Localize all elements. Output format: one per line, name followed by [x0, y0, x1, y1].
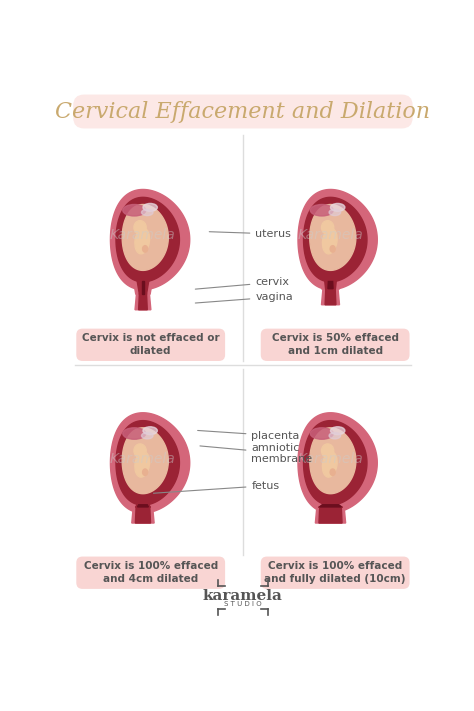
Polygon shape	[122, 205, 168, 270]
Polygon shape	[319, 505, 341, 507]
Polygon shape	[298, 413, 377, 513]
Text: placenta: placenta	[198, 430, 300, 441]
Polygon shape	[328, 282, 333, 289]
FancyBboxPatch shape	[261, 557, 410, 589]
Polygon shape	[132, 504, 154, 507]
Polygon shape	[325, 289, 336, 305]
Polygon shape	[137, 505, 148, 507]
Text: Karamela: Karamela	[298, 228, 364, 242]
Text: Cervix is not effaced or
dilated: Cervix is not effaced or dilated	[82, 333, 219, 356]
Polygon shape	[318, 504, 343, 507]
Polygon shape	[110, 189, 190, 289]
Polygon shape	[303, 421, 367, 505]
Polygon shape	[321, 289, 339, 305]
Ellipse shape	[135, 228, 150, 254]
Polygon shape	[138, 294, 147, 310]
Ellipse shape	[321, 220, 334, 234]
Ellipse shape	[134, 444, 146, 457]
FancyBboxPatch shape	[76, 557, 225, 589]
Polygon shape	[315, 507, 346, 523]
Text: S T U D I O: S T U D I O	[224, 602, 262, 607]
Text: uterus: uterus	[210, 229, 291, 239]
Polygon shape	[110, 413, 190, 513]
Ellipse shape	[143, 203, 157, 211]
Ellipse shape	[135, 451, 150, 477]
Ellipse shape	[143, 246, 147, 252]
Ellipse shape	[142, 209, 153, 215]
Text: Cervix is 100% effaced
and fully dilated (10cm): Cervix is 100% effaced and fully dilated…	[264, 561, 406, 584]
Ellipse shape	[123, 428, 146, 439]
Text: Karamela: Karamela	[110, 228, 176, 242]
Text: Cervical Effacement and Dilation: Cervical Effacement and Dilation	[55, 101, 430, 123]
Text: fetus: fetus	[154, 481, 280, 493]
Polygon shape	[310, 428, 356, 493]
Polygon shape	[325, 281, 336, 289]
Ellipse shape	[321, 444, 334, 457]
Text: Cervix is 100% effaced
and 4cm dilated: Cervix is 100% effaced and 4cm dilated	[83, 561, 218, 584]
Polygon shape	[142, 282, 144, 294]
Ellipse shape	[142, 432, 153, 439]
Polygon shape	[137, 281, 149, 294]
Polygon shape	[135, 294, 151, 310]
Text: Karamela: Karamela	[110, 451, 176, 466]
Ellipse shape	[322, 228, 337, 254]
Polygon shape	[116, 421, 180, 505]
FancyBboxPatch shape	[261, 328, 410, 361]
Ellipse shape	[322, 451, 337, 477]
Text: karamela: karamela	[203, 589, 283, 603]
Text: vagina: vagina	[195, 292, 293, 303]
Polygon shape	[315, 504, 346, 507]
Ellipse shape	[143, 427, 157, 434]
Polygon shape	[321, 281, 340, 289]
Text: cervix: cervix	[195, 277, 289, 289]
Ellipse shape	[310, 428, 333, 439]
Ellipse shape	[330, 427, 345, 434]
Ellipse shape	[329, 209, 341, 215]
Ellipse shape	[310, 205, 333, 216]
Polygon shape	[122, 428, 168, 493]
Ellipse shape	[330, 203, 345, 211]
Polygon shape	[310, 205, 356, 270]
Polygon shape	[132, 507, 154, 523]
FancyBboxPatch shape	[76, 328, 225, 361]
Text: Cervix is 50% effaced
and 1cm dilated: Cervix is 50% effaced and 1cm dilated	[272, 333, 399, 356]
Ellipse shape	[329, 432, 341, 439]
FancyBboxPatch shape	[73, 95, 413, 129]
Polygon shape	[303, 198, 367, 282]
Ellipse shape	[143, 469, 147, 476]
Ellipse shape	[330, 469, 335, 476]
Ellipse shape	[330, 246, 335, 252]
Polygon shape	[319, 507, 342, 523]
Polygon shape	[136, 504, 150, 507]
Polygon shape	[298, 189, 377, 289]
Polygon shape	[134, 281, 152, 294]
Text: Karamela: Karamela	[298, 451, 364, 466]
Polygon shape	[136, 507, 151, 523]
Ellipse shape	[134, 220, 146, 234]
Polygon shape	[116, 198, 180, 282]
Ellipse shape	[123, 205, 146, 216]
Text: amniotic
membrane: amniotic membrane	[200, 442, 312, 464]
